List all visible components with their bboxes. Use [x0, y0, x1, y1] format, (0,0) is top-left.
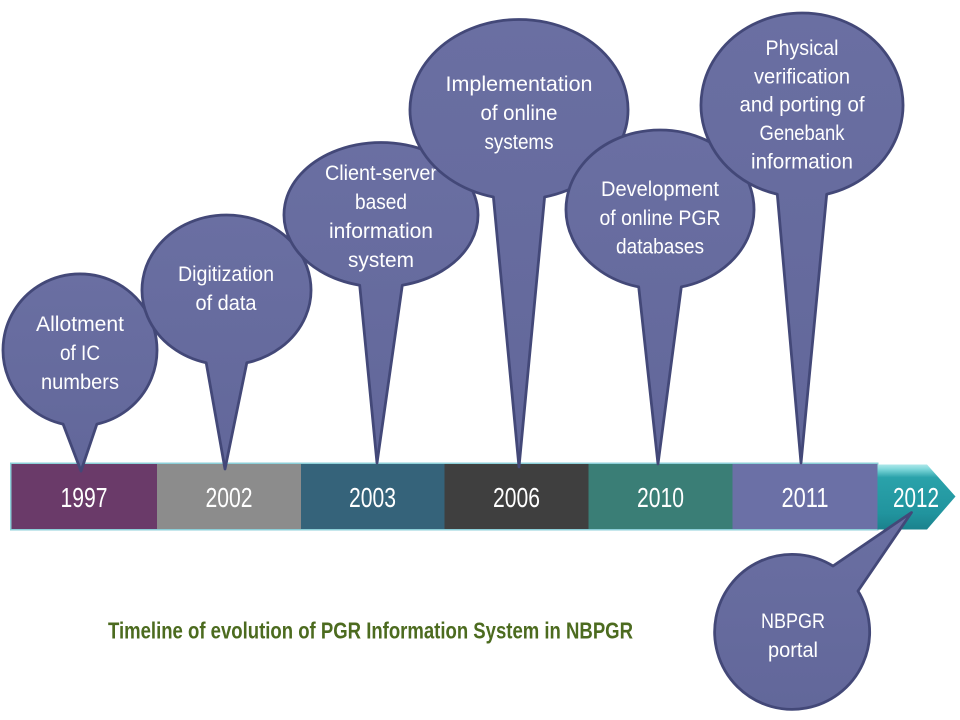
svg-text:2010: 2010	[637, 482, 684, 513]
svg-text:1997: 1997	[61, 482, 108, 513]
svg-text:databases: databases	[616, 236, 704, 259]
svg-text:information: information	[751, 151, 853, 174]
svg-text:Genebank: Genebank	[760, 122, 845, 145]
svg-text:of IC: of IC	[60, 342, 100, 365]
svg-text:information: information	[329, 220, 433, 243]
svg-text:2012: 2012	[893, 482, 939, 513]
svg-text:of online PGR: of online PGR	[600, 207, 721, 230]
svg-text:Allotment: Allotment	[36, 313, 124, 336]
svg-text:of data: of data	[196, 292, 257, 315]
svg-text:2006: 2006	[493, 482, 540, 513]
svg-text:Digitization: Digitization	[178, 263, 274, 286]
svg-text:numbers: numbers	[41, 371, 119, 394]
svg-text:2011: 2011	[782, 482, 829, 513]
svg-text:Timeline of evolution of PGR I: Timeline of evolution of PGR Information…	[108, 618, 633, 644]
svg-text:2003: 2003	[349, 482, 396, 513]
svg-text:Physical: Physical	[766, 37, 839, 60]
svg-text:based: based	[355, 191, 407, 214]
svg-text:systems: systems	[485, 131, 554, 154]
svg-text:Client-server: Client-server	[325, 162, 437, 185]
svg-text:portal: portal	[768, 639, 818, 662]
svg-text:verification: verification	[754, 66, 850, 89]
svg-text:Implementation: Implementation	[446, 73, 593, 96]
svg-text:system: system	[348, 249, 414, 272]
svg-text:2002: 2002	[206, 482, 253, 513]
svg-text:NBPGR: NBPGR	[761, 610, 825, 633]
svg-text:Development: Development	[601, 178, 719, 201]
svg-text:of online: of online	[481, 102, 558, 125]
svg-text:and porting of: and porting of	[740, 94, 865, 117]
